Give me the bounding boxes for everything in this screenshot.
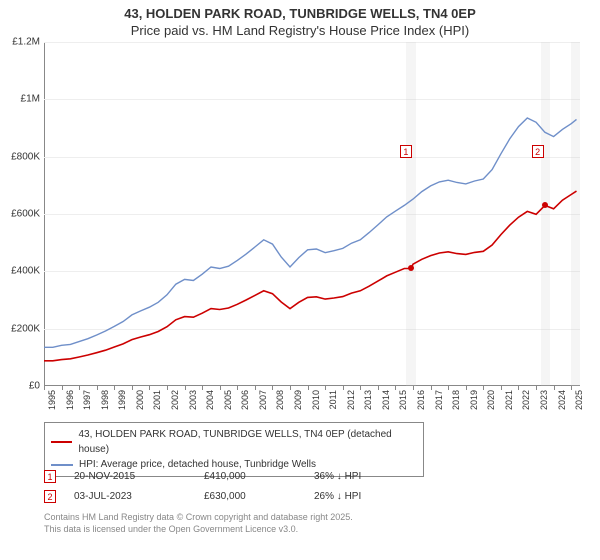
xtick-mark <box>448 386 449 390</box>
xtick-label: 2000 <box>135 390 145 410</box>
xtick-label: 2025 <box>574 390 584 410</box>
xtick-label: 2008 <box>275 390 285 410</box>
xtick-mark <box>97 386 98 390</box>
xtick-label: 2023 <box>539 390 549 410</box>
xtick-mark <box>255 386 256 390</box>
xtick-mark <box>343 386 344 390</box>
sales-row: 1 20-NOV-2015£410,00036% ↓ HPI <box>44 466 404 486</box>
ytick-label: £200K <box>11 323 40 334</box>
xtick-label: 2017 <box>434 390 444 410</box>
xtick-label: 2011 <box>328 390 338 409</box>
xtick-label: 2013 <box>363 390 373 410</box>
xtick-mark <box>202 386 203 390</box>
legend-row: 43, HOLDEN PARK ROAD, TUNBRIDGE WELLS, T… <box>51 427 417 457</box>
sale-marker-label: 2 <box>532 145 544 158</box>
sales-date: 20-NOV-2015 <box>74 471 204 482</box>
xtick-mark <box>149 386 150 390</box>
xtick-mark <box>290 386 291 390</box>
xtick-label: 2003 <box>188 390 198 410</box>
xtick-mark <box>114 386 115 390</box>
xtick-label: 2004 <box>205 390 215 410</box>
xtick-label: 2020 <box>486 390 496 410</box>
xtick-mark <box>237 386 238 390</box>
xtick-label: 2015 <box>398 390 408 410</box>
xtick-mark <box>167 386 168 390</box>
legend-swatch <box>51 441 72 443</box>
sales-price: £630,000 <box>204 491 314 502</box>
xtick-label: 2018 <box>451 390 461 410</box>
ytick-label: £0 <box>29 381 40 392</box>
sales-row: 2 03-JUL-2023£630,00026% ↓ HPI <box>44 486 404 506</box>
xtick-mark <box>44 386 45 390</box>
ytick-label: £800K <box>11 151 40 162</box>
sales-marker-icon: 1 <box>44 470 56 483</box>
xtick-mark <box>536 386 537 390</box>
xtick-label: 2019 <box>469 390 479 410</box>
series-line <box>44 118 577 347</box>
footer-line-1: Contains HM Land Registry data © Crown c… <box>44 512 353 524</box>
xtick-mark <box>501 386 502 390</box>
xtick-mark <box>79 386 80 390</box>
xtick-label: 2005 <box>223 390 233 410</box>
chart-container: 43, HOLDEN PARK ROAD, TUNBRIDGE WELLS, T… <box>0 0 600 560</box>
xtick-mark <box>431 386 432 390</box>
xtick-mark <box>132 386 133 390</box>
legend-label: 43, HOLDEN PARK ROAD, TUNBRIDGE WELLS, T… <box>78 427 417 457</box>
sale-dot <box>542 202 548 208</box>
xtick-label: 2007 <box>258 390 268 410</box>
xtick-mark <box>483 386 484 390</box>
xtick-label: 2024 <box>557 390 567 410</box>
series-line <box>44 191 577 361</box>
xtick-label: 2012 <box>346 390 356 410</box>
xtick-label: 2002 <box>170 390 180 410</box>
xtick-mark <box>554 386 555 390</box>
sales-delta: 36% ↓ HPI <box>314 471 404 482</box>
xtick-label: 2014 <box>381 390 391 410</box>
xtick-label: 2010 <box>311 390 321 410</box>
xtick-label: 2016 <box>416 390 426 410</box>
sale-dot <box>408 265 414 271</box>
title-address: 43, HOLDEN PARK ROAD, TUNBRIDGE WELLS, T… <box>0 6 600 23</box>
xtick-label: 2022 <box>521 390 531 410</box>
title-subtitle: Price paid vs. HM Land Registry's House … <box>0 23 600 40</box>
xtick-mark <box>325 386 326 390</box>
xtick-mark <box>571 386 572 390</box>
ytick-label: £400K <box>11 266 40 277</box>
xtick-label: 1995 <box>47 390 57 410</box>
xtick-label: 2006 <box>240 390 250 410</box>
xtick-mark <box>395 386 396 390</box>
xtick-label: 1997 <box>82 390 92 410</box>
ytick-label: £1.2M <box>12 37 40 48</box>
xtick-mark <box>62 386 63 390</box>
sales-date: 03-JUL-2023 <box>74 491 204 502</box>
xtick-mark <box>378 386 379 390</box>
xtick-mark <box>360 386 361 390</box>
xtick-label: 1998 <box>100 390 110 410</box>
sales-delta: 26% ↓ HPI <box>314 491 404 502</box>
xtick-label: 2021 <box>504 390 514 410</box>
xtick-mark <box>413 386 414 390</box>
xtick-mark <box>272 386 273 390</box>
footer: Contains HM Land Registry data © Crown c… <box>44 512 353 535</box>
xtick-label: 1996 <box>65 390 75 410</box>
ytick-label: £1M <box>21 94 40 105</box>
ytick-label: £600K <box>11 209 40 220</box>
xtick-label: 1999 <box>117 390 127 410</box>
xtick-mark <box>185 386 186 390</box>
xtick-mark <box>220 386 221 390</box>
xtick-label: 2001 <box>152 390 162 410</box>
footer-line-2: This data is licensed under the Open Gov… <box>44 524 353 536</box>
title-block: 43, HOLDEN PARK ROAD, TUNBRIDGE WELLS, T… <box>0 0 600 40</box>
xtick-mark <box>466 386 467 390</box>
sales-marker-icon: 2 <box>44 490 56 503</box>
xtick-mark <box>308 386 309 390</box>
sale-marker-label: 1 <box>400 145 412 158</box>
xtick-mark <box>518 386 519 390</box>
sales-price: £410,000 <box>204 471 314 482</box>
line-plot <box>44 42 580 386</box>
xtick-label: 2009 <box>293 390 303 410</box>
sales-table: 1 20-NOV-2015£410,00036% ↓ HPI 2 03-JUL-202… <box>44 466 404 506</box>
